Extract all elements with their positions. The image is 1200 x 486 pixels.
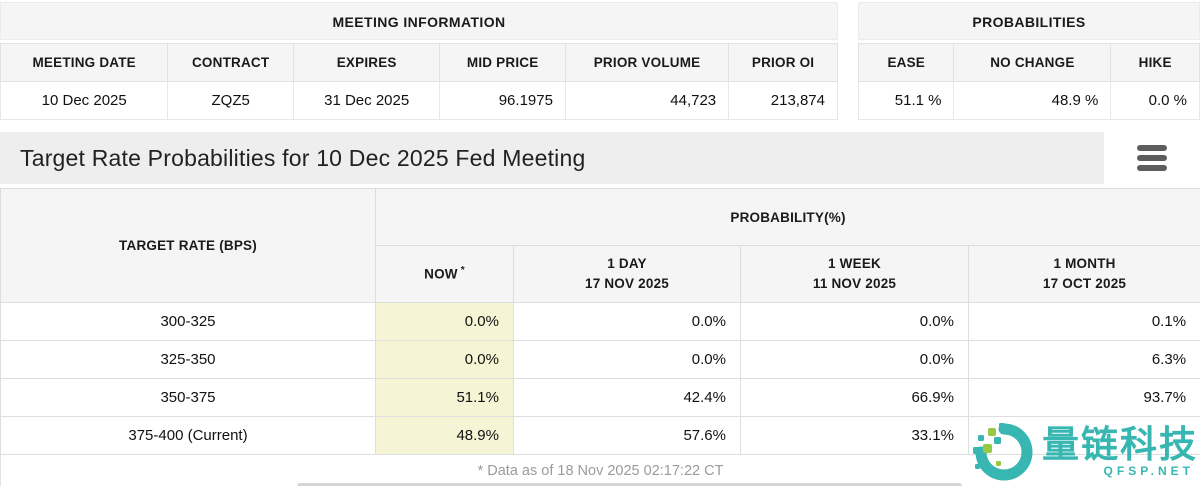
section-title-bar: Target Rate Probabilities for 10 Dec 202… [0, 132, 1200, 184]
chart-context-menu-button[interactable] [1104, 132, 1200, 184]
one-month-date: 17 OCT 2025 [1042, 276, 1127, 291]
group-header-probability: PROBABILITY(%) [374, 188, 1200, 246]
rate-range-label: 325-350 [0, 340, 376, 379]
col-header-no-change: NO CHANGE [953, 43, 1112, 82]
rate-range-label: 350-375 [0, 378, 376, 417]
col-header-now: NOW * [375, 245, 514, 303]
now-label: NOW [424, 266, 458, 282]
rate-range-label: 300-325 [0, 302, 376, 341]
probabilities-title: PROBABILITIES [858, 2, 1200, 40]
meeting-information-panel: MEETING INFORMATION MEETING DATE CONTRAC… [0, 2, 838, 120]
day-value: 0.0% [513, 340, 741, 379]
now-value: 0.0% [375, 340, 514, 379]
week-value: 66.9% [740, 378, 969, 417]
month-value: 0.1% [967, 302, 1200, 341]
one-week-label: 1 WEEK [828, 255, 881, 271]
one-day-date: 17 NOV 2025 [584, 276, 669, 291]
table-row: 300-325 0.0% 0.0% 0.0% 0.1% [0, 302, 1200, 341]
col-header-hike: HIKE [1110, 43, 1200, 82]
month-value [967, 416, 1200, 455]
col-header-1-month: 1 MONTH 17 OCT 2025 [967, 245, 1200, 303]
one-month-label: 1 MONTH [1053, 255, 1116, 271]
col-header-1-day: 1 DAY 17 NOV 2025 [513, 245, 741, 303]
week-value: 0.0% [740, 302, 969, 341]
panel-gap [838, 2, 858, 120]
col-header-meeting-date: MEETING DATE [0, 43, 169, 82]
target-rate-probability-table: TARGET RATE (BPS) PROBABILITY(%) NOW * 1 … [0, 188, 1200, 486]
probabilities-row: 51.1 % 48.9 % 0.0 % [857, 81, 1200, 120]
col-header-contract: CONTRACT [167, 43, 294, 82]
month-value: 93.7% [967, 378, 1200, 417]
meeting-date-cell: 10 Dec 2025 [0, 81, 169, 120]
probabilities-table: EASE NO CHANGE HIKE 51.1 % 48.9 % 0.0 % [857, 43, 1200, 120]
meeting-information-row: 10 Dec 2025 ZQZ5 31 Dec 2025 96.1975 44,… [0, 81, 838, 120]
probabilities-panel: PROBABILITIES EASE NO CHANGE HIKE 51.1 %… [857, 2, 1200, 120]
one-week-date: 11 NOV 2025 [812, 276, 897, 291]
table-row: 375-400 (Current) 48.9% 57.6% 33.1% [0, 416, 1200, 455]
col-header-1-week: 1 WEEK 11 NOV 2025 [740, 245, 969, 303]
prior-volume-cell: 44,723 [564, 81, 730, 120]
week-value: 0.0% [740, 340, 969, 379]
month-value: 6.3% [967, 340, 1200, 379]
hike-cell: 0.0 % [1110, 81, 1200, 120]
meeting-information-title: MEETING INFORMATION [0, 2, 838, 40]
day-value: 42.4% [513, 378, 741, 417]
hamburger-icon [1137, 145, 1167, 171]
meeting-information-table: MEETING DATE CONTRACT EXPIRES MID PRICE … [0, 43, 838, 120]
col-header-ease: EASE [857, 43, 955, 82]
table-row: 350-375 51.1% 42.4% 66.9% 93.7% [0, 378, 1200, 417]
col-header-mid-price: MID PRICE [439, 43, 566, 82]
corner-header-target-rate: TARGET RATE (BPS) [0, 188, 376, 303]
mid-price-cell: 96.1975 [439, 81, 566, 120]
top-summary-section: MEETING INFORMATION MEETING DATE CONTRAC… [0, 2, 1200, 120]
expires-cell: 31 Dec 2025 [292, 81, 441, 120]
no-change-cell: 48.9 % [953, 81, 1112, 120]
one-day-label: 1 DAY [607, 255, 647, 271]
page-title: Target Rate Probabilities for 10 Dec 202… [20, 144, 586, 171]
day-value: 0.0% [513, 302, 741, 341]
data-as-of-footnote: * Data as of 18 Nov 2025 02:17:22 CT [0, 454, 1200, 486]
now-value: 48.9% [375, 416, 514, 455]
table-row: 325-350 0.0% 0.0% 0.0% 6.3% [0, 340, 1200, 379]
bottom-cropped-element [297, 483, 962, 486]
col-header-expires: EXPIRES [292, 43, 441, 82]
rate-range-label: 375-400 (Current) [0, 416, 376, 455]
now-value: 51.1% [375, 378, 514, 417]
day-value: 57.6% [513, 416, 741, 455]
contract-cell: ZQZ5 [167, 81, 294, 120]
prior-oi-cell: 213,874 [728, 81, 838, 120]
ease-cell: 51.1 % [857, 81, 955, 120]
week-value: 33.1% [740, 416, 969, 455]
now-asterisk: * [460, 265, 465, 277]
now-value: 0.0% [375, 302, 514, 341]
col-header-prior-volume: PRIOR VOLUME [564, 43, 730, 82]
col-header-prior-oi: PRIOR OI [728, 43, 838, 82]
